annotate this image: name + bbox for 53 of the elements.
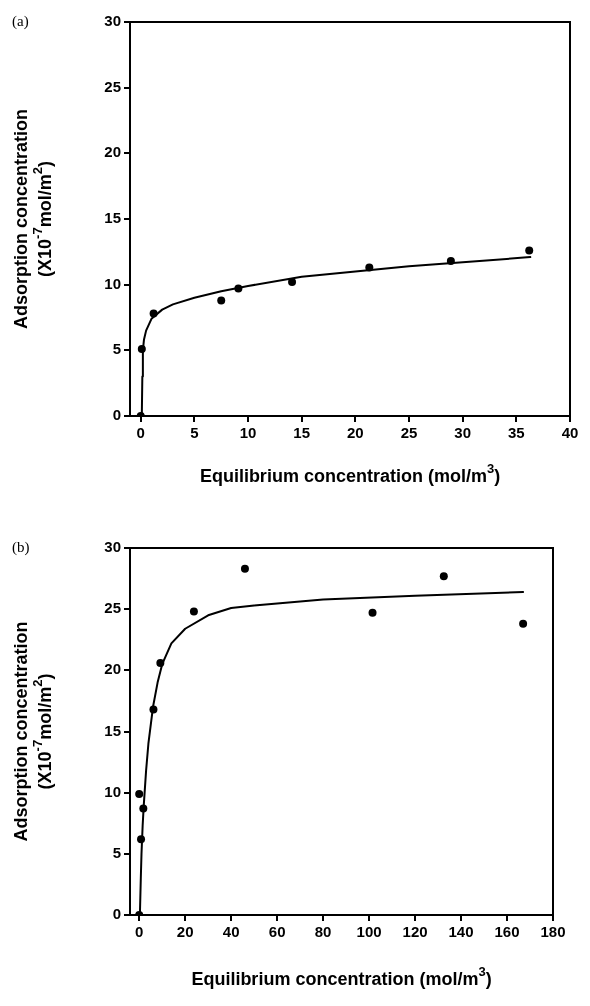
point [240, 564, 249, 573]
y-tick-label: 5 [112, 843, 121, 861]
x-tick-label: 40 [561, 424, 579, 442]
point [137, 345, 146, 354]
point [288, 278, 297, 287]
point [519, 619, 528, 628]
y-tick-label: 20 [104, 660, 121, 678]
point [234, 284, 243, 293]
y-tick-label: 15 [104, 209, 121, 227]
x-tick-label: 140 [448, 923, 474, 941]
point [149, 309, 158, 318]
point [446, 257, 455, 266]
y-tick-label: 10 [104, 782, 121, 800]
y-tick-label: 25 [104, 77, 121, 95]
x-tick-label: 0 [136, 424, 145, 442]
y-tick-label: 10 [104, 274, 121, 292]
point [137, 835, 146, 844]
x-tick-label: 40 [222, 923, 240, 941]
point [365, 263, 374, 272]
point [156, 658, 165, 667]
x-tick-label: 25 [400, 424, 418, 442]
y-tick-label: 5 [112, 340, 121, 358]
point [149, 705, 158, 714]
x-tick-label: 15 [293, 424, 311, 442]
y-tick-label: 25 [104, 599, 121, 617]
point [439, 572, 448, 581]
y-tick-label: 0 [112, 905, 121, 923]
x-tick-label: 120 [402, 923, 428, 941]
y-tick-label: 15 [104, 721, 121, 739]
x-tick-label: 10 [239, 424, 257, 442]
x-tick-label: 30 [454, 424, 472, 442]
x-tick-label: 160 [494, 923, 520, 941]
x-tick-label: 80 [314, 923, 332, 941]
x-tick-label: 100 [356, 923, 382, 941]
point [139, 804, 148, 813]
x-tick-label: 60 [268, 923, 286, 941]
x-tick-label: 20 [347, 424, 364, 442]
chart-title: (b) [12, 538, 30, 556]
point [368, 608, 377, 617]
y-tick-label: 30 [104, 12, 121, 30]
x-tick-label: 0 [135, 923, 144, 941]
point [525, 246, 534, 255]
x-tick-label: 5 [190, 424, 199, 442]
x-tick-label: 20 [176, 923, 194, 941]
chart-title: (a) [12, 12, 29, 30]
point [217, 296, 226, 305]
y-tick-label: 20 [104, 143, 121, 161]
point [189, 607, 198, 616]
y-tick-label: 0 [112, 406, 121, 424]
x-tick-label: 35 [508, 424, 525, 442]
x-tick-label: 180 [540, 923, 566, 941]
y-tick-label: 30 [104, 538, 121, 556]
point [135, 789, 144, 798]
